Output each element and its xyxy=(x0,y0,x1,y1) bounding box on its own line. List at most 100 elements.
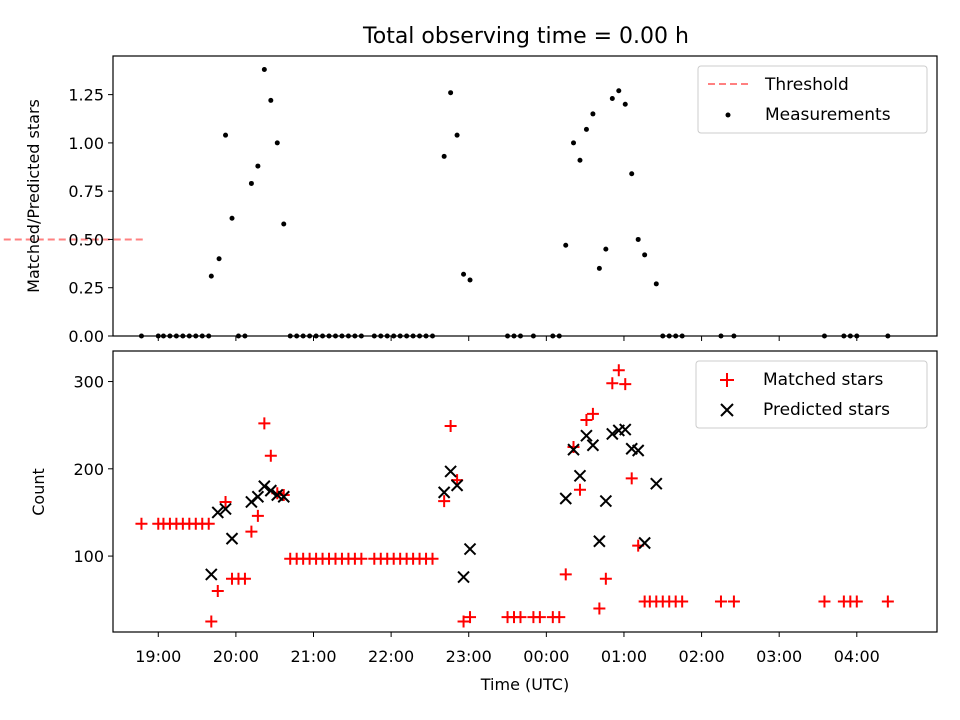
matched-star-point xyxy=(202,517,215,530)
predicted-star-point xyxy=(251,490,265,503)
measurement-point xyxy=(596,265,602,271)
predicted-star-point xyxy=(463,542,477,556)
measurement-point xyxy=(571,140,577,146)
matched-star-point xyxy=(426,552,439,565)
count-x-tick-label: 01:00 xyxy=(601,647,647,666)
count-y-tick-label: 100 xyxy=(73,547,104,566)
predicted-star-point xyxy=(450,479,464,492)
measurement-point xyxy=(642,252,648,258)
ratio-y-tick-label: 0.25 xyxy=(68,279,104,298)
matched-star-point xyxy=(586,407,599,420)
measurement-point xyxy=(268,97,274,103)
matched-legend-label: Matched stars xyxy=(763,370,883,390)
matched-star-point xyxy=(619,378,632,391)
predicted-legend-swatch xyxy=(720,403,734,417)
predicted-star-point xyxy=(211,506,224,519)
matched-star-point xyxy=(625,472,638,485)
predicted-star-point xyxy=(599,494,613,508)
ratio-y-tick-label: 1.25 xyxy=(68,86,104,105)
measurement-point xyxy=(653,281,659,287)
ratio-y-tick-label: 0.00 xyxy=(68,327,104,346)
count-legend-box xyxy=(695,360,928,429)
count-x-tick-label: 00:00 xyxy=(523,647,569,666)
predicted-star-point xyxy=(631,444,645,457)
measurement-point xyxy=(467,277,473,283)
measurement-point xyxy=(563,242,569,248)
ratio-plot-frame xyxy=(112,55,938,337)
count-x-tick-label: 19:00 xyxy=(135,647,181,666)
measurement-point xyxy=(461,271,467,277)
measurement-point xyxy=(281,221,287,227)
matched-star-point xyxy=(553,611,566,624)
predicted-star-point xyxy=(573,469,587,482)
matched-star-point xyxy=(818,595,831,608)
predicted-star-point xyxy=(580,429,593,442)
ratio-y-tick-label: 0.75 xyxy=(68,182,104,201)
measurement-point xyxy=(622,101,628,107)
measurements-legend-label: Measurements xyxy=(765,105,891,125)
predicted-star-point xyxy=(444,465,457,478)
predicted-star-point xyxy=(264,484,278,497)
matched-star-point xyxy=(245,525,258,538)
matched-star-point xyxy=(277,488,290,501)
matched-star-point xyxy=(593,602,606,615)
count-plot-area: 100 200 300 19:00 20:00 21:00 22:00 23:00 00:00 0… xyxy=(73,364,894,666)
measurement-point xyxy=(229,215,235,221)
matched-star-point xyxy=(219,495,232,508)
matched-star-point xyxy=(251,509,264,522)
matched-star-point xyxy=(599,572,612,585)
matched-star-point xyxy=(464,611,477,624)
predicted-star-point xyxy=(650,477,663,490)
count-plot-frame xyxy=(112,350,938,633)
predicted-legend-label: Predicted stars xyxy=(763,400,890,420)
matched-star-point xyxy=(881,595,894,608)
count-legend: Matched stars Predicted stars xyxy=(695,360,928,429)
count-x-tick-label: 02:00 xyxy=(679,647,725,666)
matched-star-point xyxy=(355,552,368,565)
measurement-point xyxy=(454,132,460,138)
predicted-star-point xyxy=(225,532,239,545)
predicted-star-point xyxy=(567,443,580,456)
measurement-point xyxy=(603,246,609,252)
matched-star-point xyxy=(264,449,277,462)
matched-star-point xyxy=(676,595,689,608)
predicted-star-point xyxy=(586,439,600,452)
matched-star-point xyxy=(850,595,863,608)
matched-legend-swatch xyxy=(720,373,734,387)
measurement-point xyxy=(577,157,583,163)
ratio-y-tick-label: 0.50 xyxy=(68,230,104,249)
ratio-legend: Threshold Measurements xyxy=(697,65,928,134)
predicted-star-point xyxy=(593,535,606,548)
matched-star-point xyxy=(612,364,625,377)
count-x-axis-label: Time (UTC) xyxy=(480,675,569,694)
predicted-star-point xyxy=(205,568,218,581)
matched-star-point xyxy=(238,572,251,585)
measurement-point xyxy=(248,180,254,186)
matched-star-point xyxy=(438,495,451,508)
count-x-tick-label: 21:00 xyxy=(290,647,336,666)
measurement-point xyxy=(609,95,615,101)
count-x-tick-label: 23:00 xyxy=(446,647,492,666)
matched-star-point xyxy=(727,595,740,608)
measurement-point xyxy=(590,111,596,117)
measurement-point xyxy=(635,236,641,242)
measurement-point xyxy=(255,163,261,169)
predicted-star-point xyxy=(437,486,451,499)
predicted-star-point xyxy=(219,502,232,516)
measurement-point xyxy=(441,153,447,159)
measurement-point xyxy=(583,126,589,132)
matched-star-point xyxy=(514,611,527,624)
ratio-legend-box xyxy=(697,65,928,134)
predicted-star-point xyxy=(619,423,632,436)
count-x-tick-label: 03:00 xyxy=(756,647,802,666)
ratio-y-axis-label: Matched/Predicted stars xyxy=(24,99,43,293)
measurement-point xyxy=(616,88,622,94)
predicted-star-point xyxy=(638,536,651,550)
predicted-star-point xyxy=(606,427,619,441)
matched-star-point xyxy=(533,611,546,624)
predicted-star-point xyxy=(258,480,271,493)
count-y-axis-label: Count xyxy=(29,468,48,516)
measurement-point xyxy=(223,132,229,138)
chart-title: Total observing time = 0.00 h xyxy=(362,24,689,49)
measurement-point xyxy=(274,140,280,146)
